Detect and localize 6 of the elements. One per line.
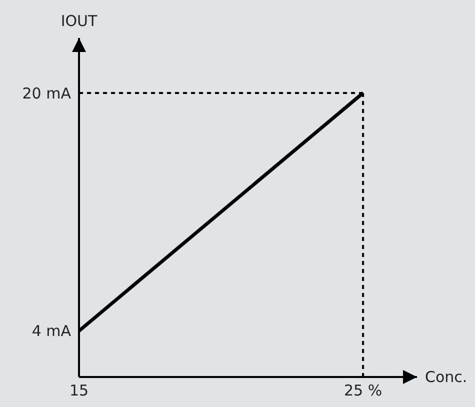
x-tick-label: 25 % — [344, 382, 382, 400]
x-axis-title: Conc. — [425, 368, 468, 386]
x-tick-label: 15 — [69, 382, 89, 400]
y-tick-label: 20 mA — [22, 84, 72, 102]
y-tick-label: 4 mA — [32, 322, 72, 340]
y-axis-title: IOUT — [60, 12, 98, 30]
